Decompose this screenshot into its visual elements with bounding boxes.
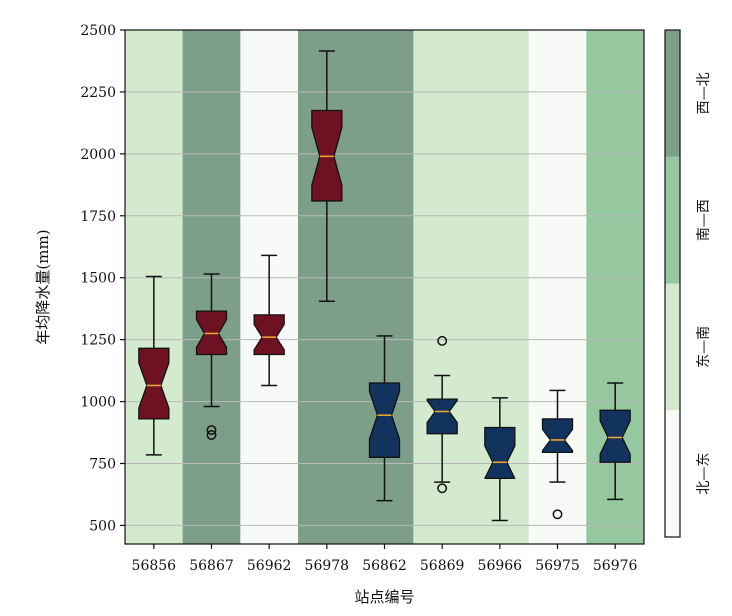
x-tick-label: 56862 bbox=[362, 558, 407, 574]
x-tick-label: 56869 bbox=[420, 558, 465, 574]
y-tick-label: 750 bbox=[89, 456, 116, 472]
box-56978 bbox=[311, 50, 343, 302]
outlier-point bbox=[206, 425, 217, 436]
colorbar-frame bbox=[664, 29, 681, 538]
outlier-point bbox=[552, 509, 563, 520]
colorbar-label: 北—东 bbox=[696, 453, 712, 495]
notched-box bbox=[138, 347, 170, 420]
x-axis: 56856 56867 56962 56978 56862 56869 56966 56975… bbox=[132, 544, 638, 574]
y-axis: 500 750 1000 1250 1500 1750 2000 2250 2500 bbox=[80, 23, 125, 534]
box-56856 bbox=[138, 275, 170, 456]
box-56976 bbox=[599, 382, 631, 501]
box-56869 bbox=[426, 335, 458, 494]
box-56962 bbox=[253, 254, 285, 387]
x-axis-title: 站点编号 bbox=[354, 588, 414, 606]
x-tick-label: 56962 bbox=[247, 558, 292, 574]
notched-box bbox=[484, 426, 516, 480]
x-tick-label: 56966 bbox=[478, 558, 523, 574]
outlier-point bbox=[206, 430, 217, 440]
x-tick-label: 56975 bbox=[535, 558, 580, 574]
outlier-point bbox=[437, 335, 448, 346]
y-tick-label: 1250 bbox=[80, 333, 116, 349]
notched-box bbox=[253, 314, 285, 356]
y-tick-label: 2250 bbox=[80, 85, 116, 101]
notched-box bbox=[426, 398, 458, 435]
colorbar-label: 南—西 bbox=[696, 199, 712, 241]
notched-box bbox=[368, 382, 401, 458]
y-tick-label: 1000 bbox=[80, 395, 116, 411]
y-tick-label: 2500 bbox=[80, 23, 116, 39]
box-56867 bbox=[195, 273, 228, 440]
x-tick-label: 56867 bbox=[189, 558, 234, 574]
colorbar-segment bbox=[665, 410, 680, 537]
box-56862 bbox=[368, 335, 401, 502]
y-tick-label: 500 bbox=[89, 518, 116, 534]
notched-box bbox=[599, 409, 631, 463]
notched-box bbox=[541, 418, 574, 453]
x-tick-label: 56978 bbox=[305, 558, 350, 574]
y-tick-label: 2000 bbox=[80, 147, 116, 163]
box-series bbox=[138, 50, 631, 522]
y-tick-label: 1500 bbox=[80, 271, 116, 287]
colorbar-label: 西—北 bbox=[696, 72, 712, 114]
colorbar-segment bbox=[665, 156, 680, 284]
x-tick-label: 56976 bbox=[593, 558, 638, 574]
x-tick-label: 56856 bbox=[132, 558, 177, 574]
outlier-point bbox=[437, 483, 448, 494]
colorbar-label: 东—南 bbox=[696, 326, 712, 368]
colorbar-segment bbox=[665, 30, 680, 157]
y-tick-label: 1750 bbox=[80, 209, 116, 225]
box-56975 bbox=[541, 389, 574, 520]
region-colorbar: 北—东 东—南 南—西 西—北 bbox=[664, 29, 712, 538]
y-axis-title: 年均降水量(mm) bbox=[34, 229, 52, 344]
colorbar-segment bbox=[665, 283, 680, 411]
box-56966 bbox=[484, 397, 516, 522]
